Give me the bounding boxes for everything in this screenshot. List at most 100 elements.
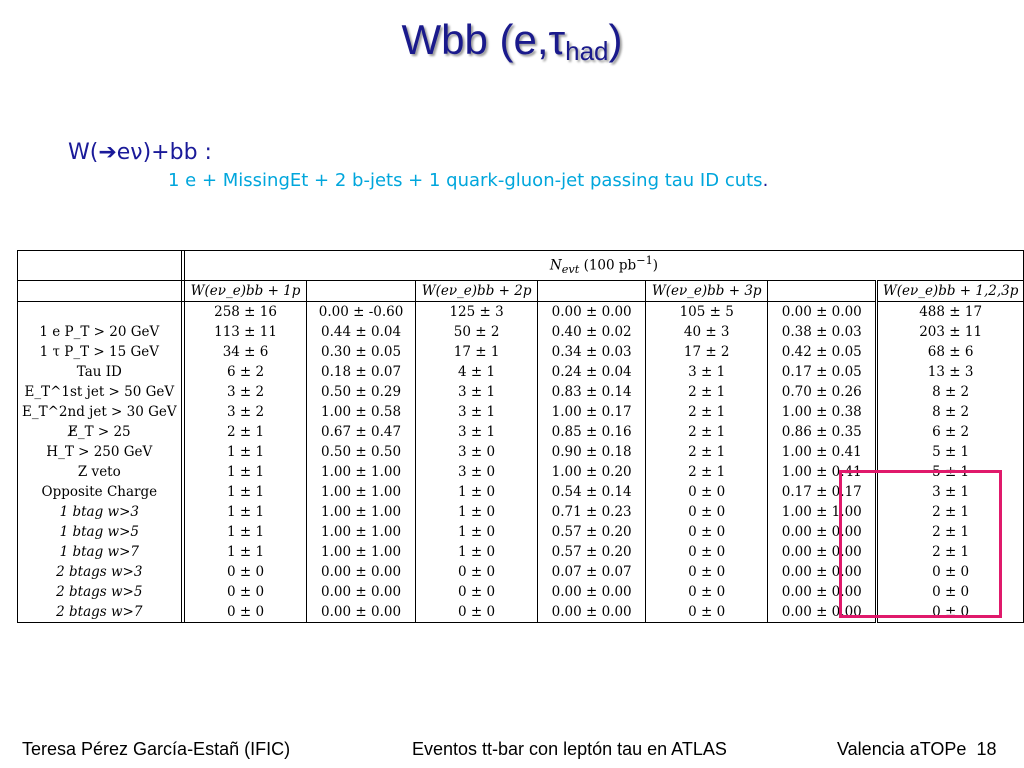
table-cell: 0.18 ± 0.07 bbox=[306, 362, 417, 383]
table-cell: 0.00 ± 0.00 bbox=[306, 602, 417, 624]
gap-cell bbox=[181, 522, 186, 543]
table-cell: 0.54 ± 0.14 bbox=[537, 482, 647, 503]
row-label: E_T^2nd jet > 30 GeV bbox=[17, 402, 182, 423]
header-corner-cell bbox=[17, 249, 182, 281]
footer-page-number: 18 bbox=[976, 739, 997, 759]
table-cell: 0 ± 0 bbox=[875, 562, 1024, 583]
row-label: Tau ID bbox=[17, 362, 182, 383]
table-cell: 0.00 ± 0.00 bbox=[537, 301, 647, 323]
gap-cell bbox=[181, 502, 186, 523]
table-row: 1 e P_T > 20 GeV 113 ± 11 0.44 ± 0.04 50 ± … bbox=[17, 322, 1024, 343]
title-main: Wbb (e, bbox=[401, 16, 549, 63]
table-cell: 1 ± 1 bbox=[184, 542, 308, 563]
table-cell: 0.85 ± 0.16 bbox=[537, 422, 647, 443]
gap-cell bbox=[181, 482, 186, 503]
table-cell: 2 ± 1 bbox=[875, 522, 1024, 543]
row-label: 2 btags w>5 bbox=[17, 582, 182, 603]
gap-cell bbox=[181, 582, 186, 603]
slide-description: 1 e + MissingEt + 2 b-jets + 1 quark-glu… bbox=[168, 170, 768, 191]
table-cell: 1.00 ± 1.00 bbox=[306, 502, 417, 523]
header-col-2p: W(eν_e)bb + 2p bbox=[415, 280, 539, 303]
table-row: E̸_T > 25 2 ± 1 0.67 ± 0.47 3 ± 1 0.85 ± 0.1… bbox=[17, 422, 1024, 443]
table-cell: 3 ± 1 bbox=[875, 482, 1024, 503]
table-cell: 1 ± 0 bbox=[415, 502, 539, 523]
slide-subtitle: W(➔eν)+bb : bbox=[68, 140, 212, 165]
table-cell: 203 ± 11 bbox=[875, 322, 1024, 343]
table-cell: 125 ± 3 bbox=[415, 301, 539, 323]
table-cell: 2 ± 1 bbox=[875, 502, 1024, 523]
table-row: 1 btag w>5 1 ± 1 1.00 ± 1.00 1 ± 0 0.57 ± 0.… bbox=[17, 522, 1024, 543]
gap-cell bbox=[181, 280, 186, 303]
table-cell: 1 ± 1 bbox=[184, 442, 308, 463]
nevt-close: ) bbox=[652, 257, 659, 274]
nevt-symbol: N bbox=[549, 257, 562, 274]
table-header-sample-row: W(eν_e)bb + 1p W(eν_e)bb + 2p W(eν_e)bb … bbox=[17, 280, 1024, 303]
table-cell: 0.71 ± 0.23 bbox=[537, 502, 647, 523]
table-cell: 2 ± 1 bbox=[645, 422, 769, 443]
row-label: H_T > 250 GeV bbox=[17, 442, 182, 463]
table-cell: 3 ± 0 bbox=[415, 442, 539, 463]
table-cell: 0.44 ± 0.04 bbox=[306, 322, 417, 343]
table-cell: 68 ± 6 bbox=[875, 342, 1024, 363]
table-cell: 0 ± 0 bbox=[645, 522, 769, 543]
table-cell: 0.00 ± 0.00 bbox=[306, 582, 417, 603]
row-label bbox=[17, 301, 182, 323]
table-cell: 0.00 ± 0.00 bbox=[537, 582, 647, 603]
row-label: 1 τ P_T > 15 GeV bbox=[17, 342, 182, 363]
nevt-superscript: −1 bbox=[636, 254, 653, 267]
table-cell: 1.00 ± 1.00 bbox=[306, 522, 417, 543]
nevt-subscript: evt bbox=[561, 263, 580, 277]
table-cell: 3 ± 1 bbox=[415, 402, 539, 423]
table-cell: 0.57 ± 0.20 bbox=[537, 522, 647, 543]
table-cell: 1.00 ± 0.17 bbox=[537, 402, 647, 423]
highlight-box bbox=[839, 470, 1002, 618]
cutflow-table: Nevt (100 pb−1) W(eν_e)bb + 1p W(eν_e)bb… bbox=[17, 249, 1024, 624]
table-row: 258 ± 16 0.00 ± -0.60 125 ± 3 0.00 ± 0.00 10… bbox=[17, 301, 1024, 323]
row-label: Z veto bbox=[17, 462, 182, 483]
table-cell: 4 ± 1 bbox=[415, 362, 539, 383]
table-cell: 0.34 ± 0.03 bbox=[537, 342, 647, 363]
table-cell: 0 ± 0 bbox=[645, 562, 769, 583]
table-cell: 0.40 ± 0.02 bbox=[537, 322, 647, 343]
slide-title: Wbb (e,τhad) bbox=[0, 16, 1024, 67]
footer-topic: Eventos tt-bar con leptón tau en ATLAS bbox=[412, 739, 727, 759]
table-body: 258 ± 16 0.00 ± -0.60 125 ± 3 0.00 ± 0.00 10… bbox=[17, 301, 1024, 624]
table-cell: 1.00 ± 0.38 bbox=[767, 402, 878, 423]
table-cell: 0 ± 0 bbox=[645, 542, 769, 563]
table-cell: 0.00 ± 0.00 bbox=[537, 602, 647, 624]
table-cell: 3 ± 0 bbox=[415, 462, 539, 483]
table-row: 2 btags w>5 0 ± 0 0.00 ± 0.00 0 ± 0 0.00 ± 0… bbox=[17, 582, 1024, 603]
table-cell: 1.00 ± 1.00 bbox=[306, 462, 417, 483]
gap-cell bbox=[181, 562, 186, 583]
description-period: . bbox=[762, 170, 769, 191]
table-cell: 1 ± 0 bbox=[415, 542, 539, 563]
table-cell: 2 ± 1 bbox=[875, 542, 1024, 563]
footer-venue-page: Valencia aTOPe 18 bbox=[837, 739, 996, 760]
title-close: ) bbox=[608, 16, 623, 63]
table-cell: 40 ± 3 bbox=[645, 322, 769, 343]
table-cell: 8 ± 2 bbox=[875, 382, 1024, 403]
table-cell: 0 ± 0 bbox=[184, 582, 308, 603]
table-cell: 0 ± 0 bbox=[415, 582, 539, 603]
gap-cell bbox=[181, 342, 186, 363]
header-label-cell bbox=[17, 280, 182, 303]
row-label: 1 btag w>5 bbox=[17, 522, 182, 543]
table-cell: 3 ± 2 bbox=[184, 402, 308, 423]
table-cell: 0.24 ± 0.04 bbox=[537, 362, 647, 383]
table-cell: 1.00 ± 0.20 bbox=[537, 462, 647, 483]
table-cell: 0 ± 0 bbox=[875, 582, 1024, 603]
table-cell: 5 ± 1 bbox=[875, 442, 1024, 463]
footer-venue: Valencia aTOPe bbox=[837, 739, 967, 759]
table-cell: 1.00 ± 1.00 bbox=[306, 482, 417, 503]
table-row: 1 btag w>7 1 ± 1 1.00 ± 1.00 1 ± 0 0.57 ± 0.… bbox=[17, 542, 1024, 563]
table-cell: 0 ± 0 bbox=[415, 562, 539, 583]
row-label: Opposite Charge bbox=[17, 482, 182, 503]
header-nevt: Nevt (100 pb−1) bbox=[184, 249, 1024, 281]
row-label: E_T^1st jet > 50 GeV bbox=[17, 382, 182, 403]
row-label: 2 btags w>7 bbox=[17, 602, 182, 624]
table-cell: 0.90 ± 0.18 bbox=[537, 442, 647, 463]
table-cell: 1.00 ± 0.58 bbox=[306, 402, 417, 423]
table-cell: 2 ± 1 bbox=[184, 422, 308, 443]
table-cell: 0.00 ± 0.00 bbox=[306, 562, 417, 583]
gap-cell bbox=[181, 602, 186, 624]
